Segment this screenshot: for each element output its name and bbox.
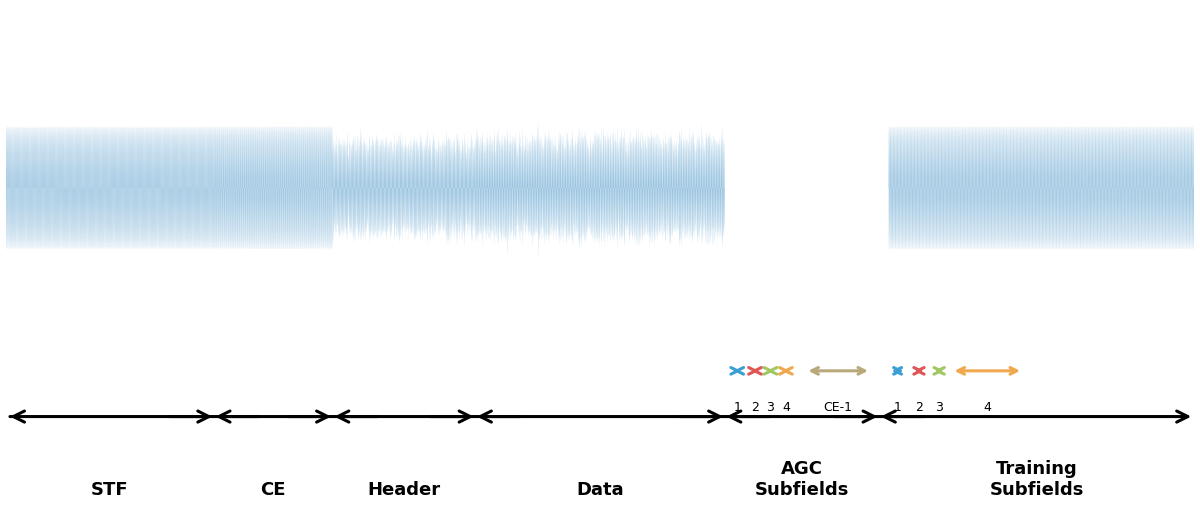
Text: 4: 4: [983, 401, 991, 415]
Text: 4: 4: [782, 401, 790, 415]
Text: STF: STF: [91, 481, 128, 499]
Text: 2: 2: [751, 401, 758, 415]
Text: 3: 3: [767, 401, 774, 415]
Text: 1: 1: [733, 401, 742, 415]
Text: Data: Data: [576, 481, 624, 499]
Text: Header: Header: [367, 481, 440, 499]
Text: 1: 1: [894, 401, 901, 415]
Text: AGC
Subfields: AGC Subfields: [755, 460, 850, 499]
Text: 3: 3: [935, 401, 943, 415]
Text: 2: 2: [916, 401, 923, 415]
Text: CE-1: CE-1: [823, 401, 853, 415]
Text: Training
Subfields: Training Subfields: [990, 460, 1084, 499]
Text: CE: CE: [260, 481, 286, 499]
